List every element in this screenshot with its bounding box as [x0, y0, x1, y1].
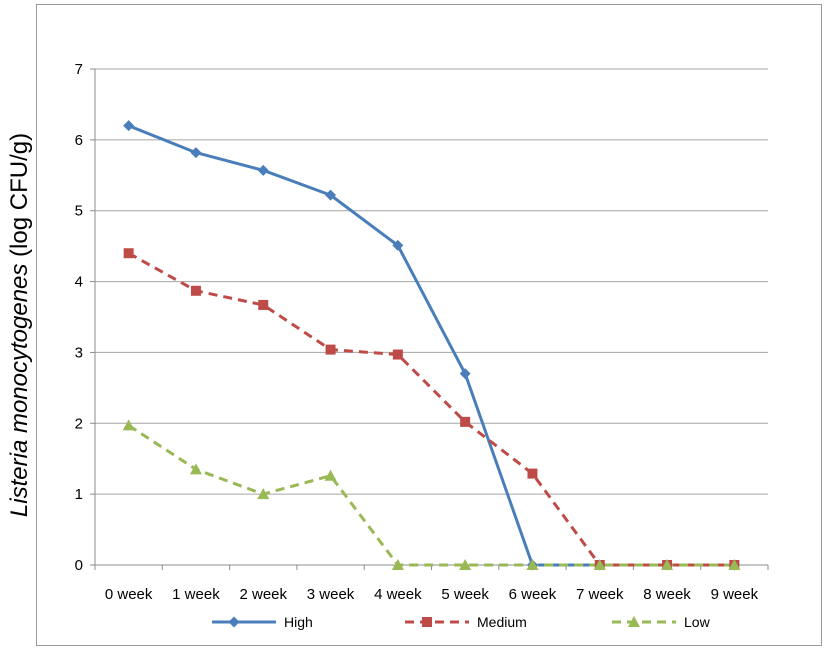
data-point-low: [459, 559, 472, 570]
legend-label-medium: Medium: [477, 614, 527, 630]
legend-marker-medium: [422, 617, 432, 627]
data-point-high: [392, 239, 404, 251]
data-point-medium: [123, 248, 134, 259]
y-tick-label: 5: [75, 203, 83, 220]
y-tick-label: 3: [75, 344, 83, 361]
chart-frame: [36, 4, 822, 646]
x-tick-label: 4 week: [374, 586, 422, 603]
data-point-high: [190, 147, 202, 159]
y-tick-label: 7: [75, 61, 83, 78]
x-tick-label: 1 week: [172, 586, 220, 603]
data-point-low: [728, 559, 741, 570]
series-lines: [127, 124, 735, 567]
data-point-medium: [325, 344, 336, 355]
legend: High Medium Low: [212, 614, 711, 630]
y-tick-labels: 0 1 2 3 4 5 6 7: [75, 61, 83, 574]
data-point-low: [324, 469, 337, 481]
x-tick-label: 5 week: [441, 586, 489, 603]
y-tick-label: 1: [75, 486, 83, 503]
data-point-medium: [527, 468, 538, 479]
y-tick-label: 6: [75, 132, 83, 149]
data-point-medium: [190, 285, 201, 296]
series-markers: [122, 120, 741, 571]
gridlines: [90, 68, 769, 570]
data-point-high: [257, 164, 269, 176]
x-tick-label: 0 week: [105, 586, 153, 603]
x-tick-label: 9 week: [711, 586, 759, 603]
x-tick-label: 6 week: [509, 586, 557, 603]
data-point-medium: [258, 299, 269, 310]
series-line-medium: [127, 251, 735, 567]
data-point-low: [593, 559, 606, 570]
series-line-high: [128, 124, 735, 567]
data-point-low: [189, 463, 202, 475]
x-tick-labels: 0 week 1 week 2 week 3 week 4 week 5 week 6 we…: [105, 586, 759, 603]
data-point-high: [459, 368, 471, 380]
data-point-medium: [460, 416, 471, 427]
data-point-high: [123, 120, 135, 132]
data-point-medium: [392, 349, 403, 360]
y-tick-label: 2: [75, 415, 83, 432]
series-line-low: [127, 424, 735, 567]
legend-marker-low: [628, 616, 640, 627]
data-point-low: [122, 419, 135, 431]
data-point-low: [257, 488, 270, 500]
x-tick-label: 3 week: [307, 586, 355, 603]
legend-label-high: High: [284, 614, 313, 630]
x-tick-label: 2 week: [239, 586, 287, 603]
y-tick-label: 0: [75, 557, 83, 574]
legend-label-low: Low: [684, 614, 711, 630]
y-tick-label: 4: [75, 274, 83, 291]
legend-marker-high: [228, 616, 240, 628]
y-axis-label: Listeria monocytogenes (log CFU/g): [6, 133, 33, 517]
data-point-low: [391, 559, 404, 570]
data-point-low: [661, 559, 674, 570]
x-tick-label: 8 week: [643, 586, 691, 603]
y-axis-label-unit: (log CFU/g): [6, 133, 33, 264]
data-point-high: [325, 189, 337, 201]
y-axis-label-italic: Listeria monocytogenes: [6, 264, 33, 517]
data-point-low: [526, 559, 539, 570]
x-tick-label: 7 week: [576, 586, 624, 603]
